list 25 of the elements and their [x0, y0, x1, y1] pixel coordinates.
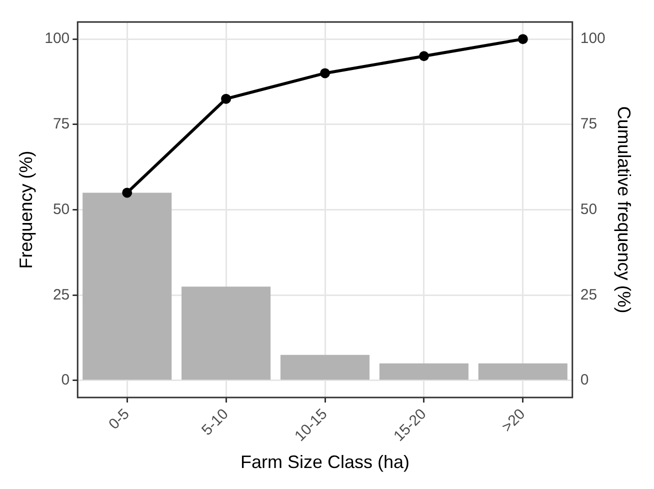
y-tick-label: 0 [61, 372, 70, 389]
y2-tick-label: 75 [580, 116, 598, 133]
y2-axis-title: Cumulative frequency (%) [614, 106, 634, 314]
y-tick-label: 75 [52, 116, 70, 133]
point [122, 188, 132, 198]
y2-tick-label: 0 [580, 372, 589, 389]
x-tick-label: >20 [498, 406, 529, 436]
y-tick-label: 50 [52, 200, 70, 218]
point [518, 34, 528, 44]
y-tick-label: 25 [52, 286, 70, 304]
x-axis-title: Farm Size Class (ha) [240, 452, 410, 472]
y2-tick-label: 100 [580, 30, 606, 48]
y-axis-title: Frequency (%) [16, 150, 36, 269]
bar [379, 363, 468, 380]
y-tick-label: 100 [44, 30, 70, 48]
point [418, 51, 429, 62]
point [320, 68, 330, 78]
y2-tick-label: 25 [580, 286, 598, 304]
x-tick-label: 0-5 [106, 406, 133, 433]
y2-tick-label: 50 [580, 200, 598, 218]
bar [182, 286, 271, 380]
bar [280, 354, 370, 380]
point [221, 94, 232, 104]
bar [82, 192, 172, 380]
bar [478, 363, 568, 380]
